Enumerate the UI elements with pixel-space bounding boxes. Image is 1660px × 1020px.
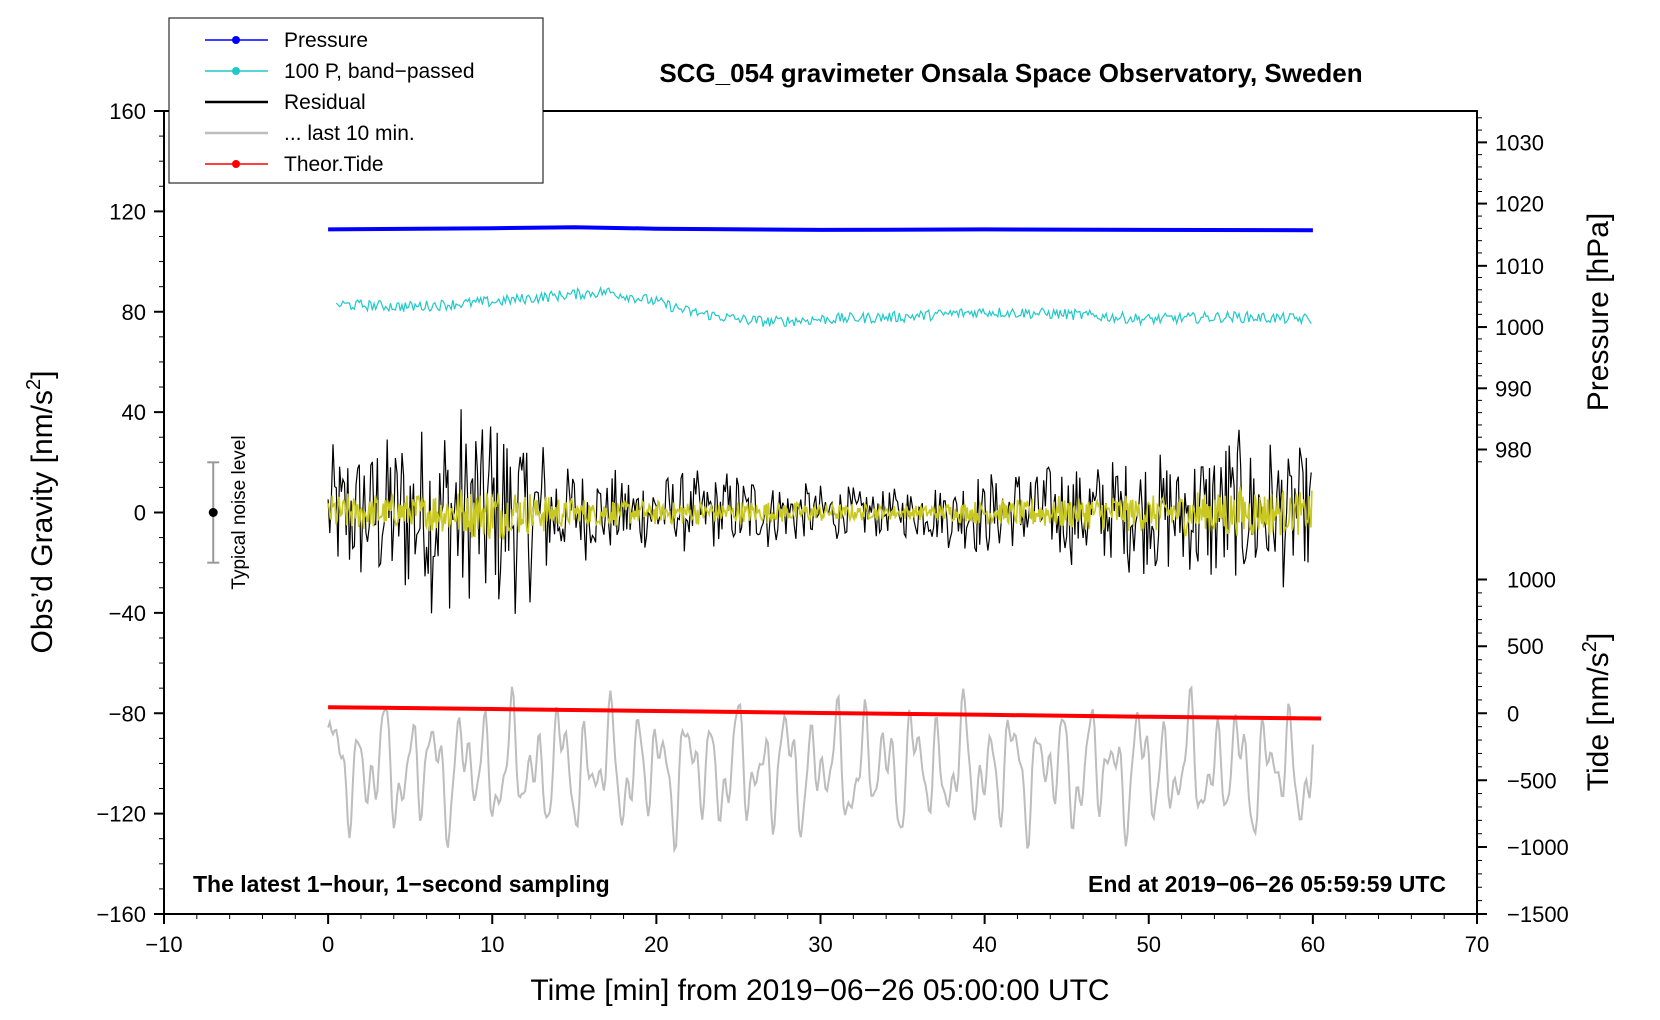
pressure-tick-label: 990 xyxy=(1495,376,1532,401)
legend-theor-tide-marker xyxy=(232,160,240,168)
legend-box xyxy=(168,17,544,184)
legend-100-p-band-passed-marker xyxy=(232,67,240,75)
y-left-tick-label: −40 xyxy=(109,601,146,626)
x-tick-label: 70 xyxy=(1465,932,1489,957)
tide-tick-label: −500 xyxy=(1507,768,1557,793)
series-layer xyxy=(327,225,1322,854)
series-last-10-min xyxy=(327,685,1314,854)
ticks-layer: −10 0 10 20 30 40 50 60 7016012080400−40−80−120−… xyxy=(96,99,1568,957)
pressure-tick-label: 1000 xyxy=(1495,315,1544,340)
legend-last-10-min-label: ... last 10 min. xyxy=(284,122,415,145)
y-left-tick-label: −80 xyxy=(109,701,146,726)
x-tick-label: 40 xyxy=(972,932,996,957)
tide-tick-label: −1500 xyxy=(1507,902,1569,927)
pressure-tick-label: 980 xyxy=(1495,438,1532,463)
series-residual-filtered xyxy=(327,486,1313,540)
x-tick-label: 50 xyxy=(1137,932,1161,957)
series-residual xyxy=(327,409,1312,614)
y-left-tick-label: 80 xyxy=(122,300,146,325)
series-theor-tide xyxy=(328,705,1322,721)
legend: Pressure 100 P, band−passed Residual ... la… xyxy=(168,17,544,184)
y-left-tick-label: 40 xyxy=(122,400,146,425)
series-pressure xyxy=(328,225,1313,233)
tide-tick-label: 500 xyxy=(1507,634,1544,659)
pressure-tick-label: 1030 xyxy=(1495,130,1544,155)
y-axis-left-title: Obs’d Gravity [nm/s2] xyxy=(23,371,59,654)
legend-pressure-marker xyxy=(232,36,240,44)
y-left-tick-label: 120 xyxy=(109,199,146,224)
tide-tick-label: −1000 xyxy=(1507,835,1569,860)
series-100-p-band-passed xyxy=(335,285,1312,327)
x-tick-label: 60 xyxy=(1301,932,1325,957)
legend-100-p-band-passed: 100 P, band−passed xyxy=(205,60,475,83)
noise-center-dot xyxy=(208,508,218,517)
y-axis-tide-title: Tide [nm/s2] xyxy=(1579,633,1615,791)
legend-theor-tide-label: Theor.Tide xyxy=(284,153,384,176)
y-left-tick-label: −120 xyxy=(96,802,146,827)
legend-pressure-label: Pressure xyxy=(284,29,368,52)
x-tick-label: −10 xyxy=(145,932,182,957)
legend-100-p-band-passed-label: 100 P, band−passed xyxy=(284,60,475,83)
legend-theor-tide: Theor.Tide xyxy=(205,153,384,176)
x-tick-label: 30 xyxy=(808,932,832,957)
y-left-tick-label: 160 xyxy=(109,99,146,124)
noise-level-label: Typical noise level xyxy=(229,435,250,589)
legend-pressure: Pressure xyxy=(205,29,368,52)
y-axis-pressure-title: Pressure [hPa] xyxy=(1582,213,1615,411)
end-time-note: End at 2019−06−26 05:59:59 UTC xyxy=(1088,871,1446,897)
chart-title: SCG_054 gravimeter Onsala Space Observat… xyxy=(659,58,1362,88)
x-tick-label: 10 xyxy=(480,932,504,957)
pressure-tick-label: 1020 xyxy=(1495,192,1544,217)
legend-residual-label: Residual xyxy=(284,91,366,114)
legend-residual: Residual xyxy=(205,91,366,114)
tide-tick-label: 0 xyxy=(1507,701,1519,726)
legend-last-10-min: ... last 10 min. xyxy=(205,122,415,145)
x-axis-title: Time [min] from 2019−06−26 05:00:00 UTC xyxy=(530,974,1109,1007)
x-tick-label: 20 xyxy=(644,932,668,957)
sampling-note: The latest 1−hour, 1−second sampling xyxy=(193,871,610,897)
tide-tick-label: 1000 xyxy=(1507,568,1556,593)
x-tick-label: 0 xyxy=(322,932,334,957)
pressure-tick-label: 1010 xyxy=(1495,254,1544,279)
y-left-tick-label: −160 xyxy=(96,902,146,927)
noise-level-indicator: Typical noise level xyxy=(207,435,250,590)
y-left-tick-label: 0 xyxy=(134,501,146,526)
